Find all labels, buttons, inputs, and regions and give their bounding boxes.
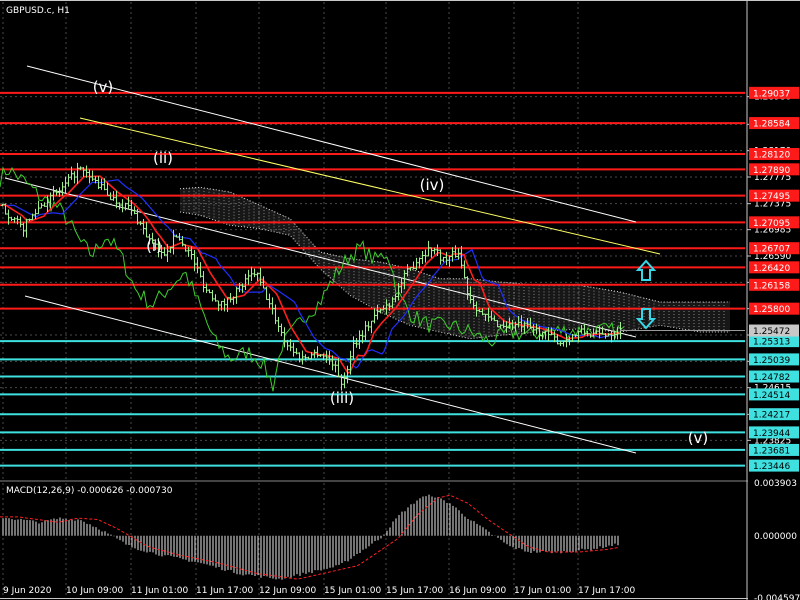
resistance-tag-bg: [749, 302, 799, 315]
y-tick-label: 1.26985: [754, 226, 791, 236]
resistance-tag-bg: [749, 278, 799, 291]
resistance-tag-bg: [749, 261, 799, 274]
x-tick-label: 17 Jun 17:00: [578, 586, 635, 596]
channel-line[interactable]: [24, 295, 637, 454]
arrow-signals: [635, 259, 657, 330]
support-tag-bg: [749, 408, 799, 421]
y-tick-label: 1.23825: [754, 436, 791, 446]
support-tag: 1.24514: [753, 391, 790, 401]
resistance-tag: 1.26707: [753, 245, 790, 255]
resistance-tag-bg: [749, 189, 799, 202]
resistance-tag-bg: [749, 86, 799, 99]
support-tag-bg: [749, 426, 799, 439]
up-arrow-icon[interactable]: [635, 259, 657, 281]
x-tick-label: 17 Jun 01:00: [514, 586, 571, 596]
channel-line[interactable]: [4, 177, 637, 338]
wave-label: (i): [146, 237, 162, 255]
trendline[interactable]: [79, 117, 661, 255]
chart-title: GBPUSD.c, H1: [6, 6, 70, 16]
x-tick-label: 11 Jun 01:00: [131, 586, 188, 596]
resistance-tag: 1.27095: [753, 219, 790, 229]
macd-title: MACD(12,26,9) -0.000626 -0.000730: [6, 486, 173, 496]
current-price-tag-bg: [749, 324, 799, 337]
trend-channel: [4, 65, 661, 454]
x-tick-label: 9 Jun 2020: [3, 586, 52, 596]
resistance-tag: 1.28120: [753, 151, 790, 161]
resistance-tag: 1.25800: [753, 305, 790, 315]
macd-tick-label: 0.003903: [754, 479, 797, 489]
x-tick-label: 15 Jun 01:00: [324, 586, 381, 596]
macd-tick-label: -0.004597: [754, 594, 800, 600]
support-tag-bg: [749, 459, 799, 472]
wave-label: (iii): [330, 389, 354, 407]
resistance-tag-bg: [749, 163, 799, 176]
wave-label: (iv): [420, 176, 445, 194]
wave-labels: (v) (i) (ii) (iii) (iv) (v): [93, 78, 709, 447]
x-tick-label: 10 Jun 09:00: [66, 586, 123, 596]
wave-label: (ii): [153, 149, 173, 167]
macd-tick-label: 0.000000: [754, 532, 797, 542]
x-tick-label: 12 Jun 09:00: [259, 586, 316, 596]
channel-line[interactable]: [26, 65, 637, 223]
y-tick-label: 1.27375: [754, 200, 791, 210]
support-tag: 1.23681: [753, 446, 790, 456]
support-tag: 1.23446: [753, 462, 790, 472]
macd-panel: [0, 494, 619, 580]
resistance-tag: 1.27495: [753, 192, 790, 202]
kijun-sen: [0, 179, 621, 369]
support-tag-bg: [749, 353, 799, 366]
y-tick-label: 1.26590: [754, 252, 791, 262]
support-tag: 1.25039: [753, 356, 790, 366]
support-tag: 1.24217: [753, 411, 790, 421]
current-price-tag: 1.25472: [753, 327, 790, 337]
x-tick-label: 16 Jun 09:00: [449, 586, 506, 596]
support-tag-bg: [749, 388, 799, 401]
support-tag: 1.23944: [753, 429, 790, 439]
resistance-tag-bg: [749, 148, 799, 160]
horizontal-levels: [0, 91, 745, 467]
resistance-tag: 1.26420: [753, 264, 790, 274]
price-bars: [1, 162, 745, 391]
resistance-tag: 1.27890: [753, 166, 790, 176]
macd-signal-line: [0, 494, 619, 580]
resistance-tag-bg: [749, 216, 799, 229]
x-tick-label: 15 Jun 17:00: [386, 586, 443, 596]
resistance-tag-bg: [749, 117, 799, 130]
resistance-tag: 1.29037: [753, 89, 790, 99]
resistance-tag: 1.28584: [753, 120, 790, 130]
tenkan-sen: [0, 175, 621, 374]
support-tag: 1.25313: [753, 338, 790, 348]
support-tag-bg: [749, 335, 799, 348]
resistance-tag-bg: [749, 242, 799, 255]
down-arrow-icon[interactable]: [635, 308, 657, 330]
wave-label: (v): [93, 78, 114, 96]
support-tag: 1.24782: [753, 373, 790, 383]
wave-label: (v): [688, 429, 709, 447]
price-axis-bg: [748, 0, 800, 600]
kumo-fill: [180, 187, 730, 339]
support-tag-bg: [749, 370, 799, 383]
chikou-span: [0, 166, 625, 392]
senkou-span-a: [179, 186, 730, 303]
resistance-tag: 1.26158: [753, 281, 790, 291]
x-tick-label: 11 Jun 17:00: [196, 586, 253, 596]
support-tag-bg: [749, 443, 799, 456]
y-tick-label: 1.27775: [754, 173, 791, 183]
